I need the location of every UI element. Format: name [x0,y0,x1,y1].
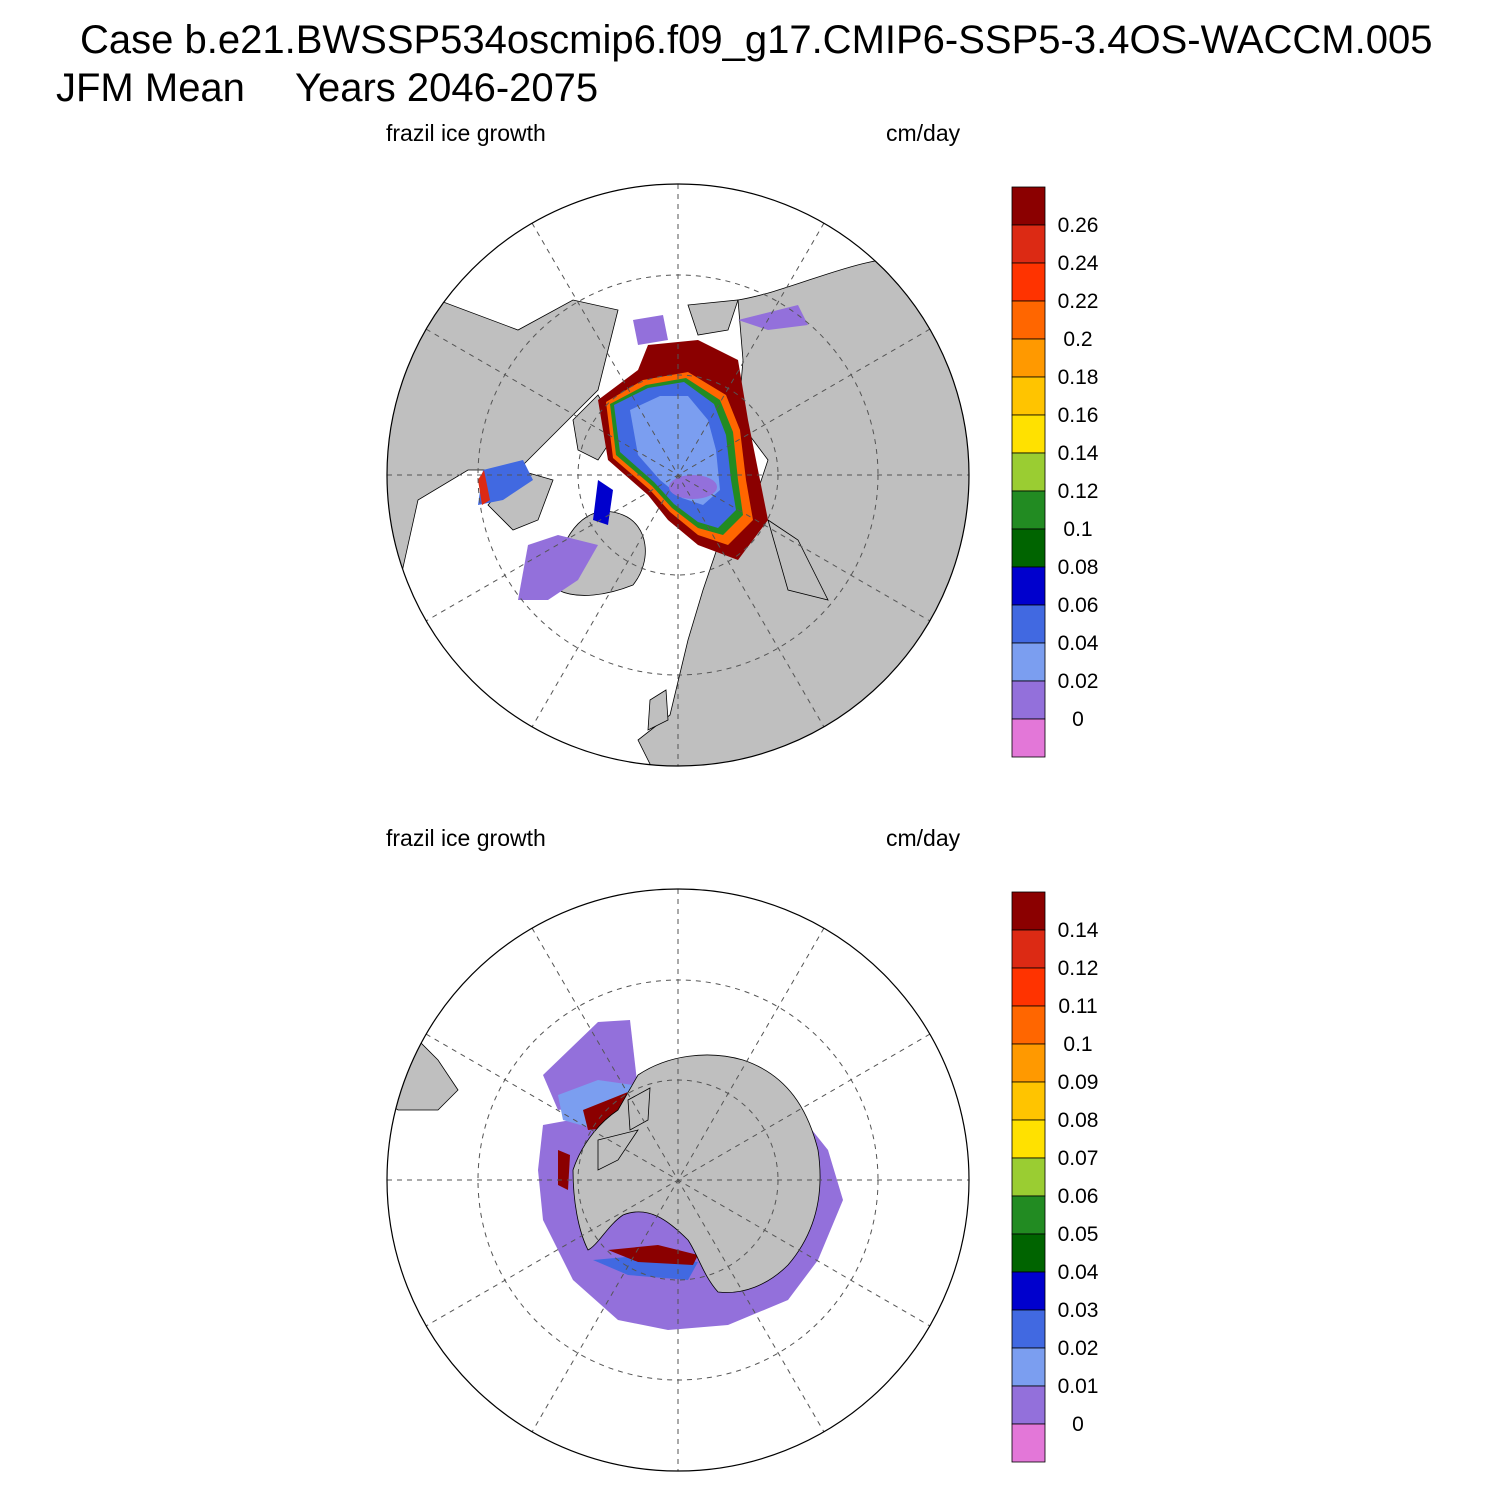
colorbar-swatch [1011,718,1046,758]
colorbar-tick-label: 0.1 [1063,1033,1092,1056]
colorbar-tick-label: 0.01 [1058,1375,1099,1398]
south-polar-map [386,888,970,1472]
colorbar-swatch [1011,262,1046,302]
colorbar-swatch [1011,1233,1046,1273]
colorbar-swatch [1011,929,1046,969]
colorbar-swatch [1011,300,1046,340]
colorbar-tick-label: 0.26 [1058,214,1099,237]
colorbar-swatch [1011,528,1046,568]
colorbar-tick-label: 0.04 [1058,632,1099,655]
colorbar-tick-label: 0.07 [1058,1147,1099,1170]
colorbar-swatch [1011,1271,1046,1311]
south-colorbar: 0 0.01 0.02 0.03 0.04 0.05 0.06 0.07 0.08 0.09 0.1… [1011,891,1099,1463]
years-label: Years 2046-2075 [294,66,599,110]
colorbar-tick-label: 0.04 [1058,1261,1099,1284]
colorbar-swatch [1011,680,1046,720]
north-units-label: cm/day [886,120,961,146]
north-colorbar: 0 0.02 0.04 0.06 0.08 0.1 0.12 0.14 0.16 0.18 0.2 0… [1011,186,1099,758]
colorbar-tick-label: 0.14 [1058,442,1099,465]
south-land [387,1039,821,1293]
colorbar-tick-label: 0.11 [1058,995,1097,1018]
colorbar-swatch [1011,1195,1046,1235]
case-title: Case b.e21.BWSSP534oscmip6.f09_g17.CMIP6… [80,18,1433,62]
colorbar-swatch [1011,1005,1046,1045]
colorbar-swatch [1011,338,1046,378]
colorbar-swatch [1011,604,1046,644]
colorbar-swatch [1011,186,1046,226]
colorbar-tick-label: 0.02 [1058,670,1099,693]
north-polar-map [386,183,970,767]
colorbar-tick-label: 0.06 [1058,594,1099,617]
colorbar-swatch [1011,1157,1046,1197]
colorbar-tick-label: 0.05 [1058,1223,1099,1246]
colorbar-swatch [1011,967,1046,1007]
south-graticule [387,889,969,1471]
north-variable-label: frazil ice growth [386,120,546,146]
colorbar-tick-label: 0.02 [1058,1337,1099,1360]
south-variable-label: frazil ice growth [386,825,546,851]
period-title: JFM Mean Years 2046-2075 [56,66,598,111]
colorbar-swatch [1011,452,1046,492]
colorbar-swatch [1011,566,1046,606]
north-graticule [387,184,969,766]
north-colorbar-boxes [1011,186,1046,758]
colorbar-swatch [1011,642,1046,682]
colorbar-tick-label: 0.08 [1058,556,1099,579]
colorbar-swatch [1011,376,1046,416]
colorbar-swatch [1011,1423,1046,1463]
south-units-label: cm/day [886,825,961,851]
colorbar-swatch [1011,1081,1046,1121]
colorbar-tick-label: 0.14 [1058,919,1099,942]
colorbar-tick-label: 0.08 [1058,1109,1099,1132]
colorbar-swatch [1011,224,1046,264]
colorbar-swatch [1011,1347,1046,1387]
colorbar-tick-label: 0.16 [1058,404,1099,427]
south-colorbar-boxes [1011,891,1046,1463]
colorbar-swatch [1011,414,1046,454]
colorbar-tick-label: 0.24 [1058,252,1099,275]
colorbar-tick-label: 0.12 [1058,480,1099,503]
colorbar-tick-label: 0.18 [1058,366,1099,389]
colorbar-tick-label: 0.09 [1058,1071,1099,1094]
colorbar-swatch [1011,490,1046,530]
colorbar-tick-label: 0.06 [1058,1185,1099,1208]
colorbar-swatch [1011,1119,1046,1159]
colorbar-swatch [1011,1309,1046,1349]
colorbar-tick-label: 0.12 [1058,957,1099,980]
colorbar-swatch [1011,891,1046,931]
colorbar-tick-label: 0 [1072,708,1084,731]
colorbar-tick-label: 0 [1072,1413,1084,1436]
colorbar-swatch [1011,1385,1046,1425]
colorbar-tick-label: 0.1 [1063,518,1092,541]
colorbar-tick-label: 0.22 [1058,290,1099,313]
colorbar-tick-label: 0.03 [1058,1299,1099,1322]
colorbar-swatch [1011,1043,1046,1083]
season-label: JFM Mean [56,66,245,110]
colorbar-tick-label: 0.2 [1063,328,1092,351]
